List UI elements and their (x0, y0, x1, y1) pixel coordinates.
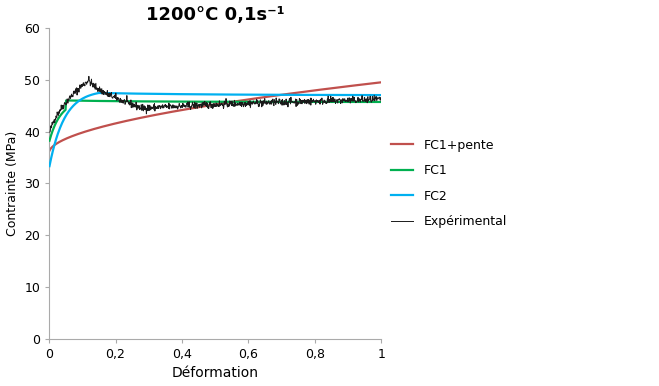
Expérimental (85, 74, 93, 79)
FC1 (105, 99, 113, 103)
Expérimental (82, 80, 90, 85)
FC2 (45, 164, 53, 168)
Line: FC1: FC1 (49, 100, 382, 141)
FC1 (196, 99, 204, 104)
FC1 (268, 100, 275, 104)
FC2 (296, 93, 304, 97)
FC2 (242, 92, 250, 97)
FC2 (196, 92, 204, 96)
FC1+pente (45, 148, 53, 153)
FC1+pente (104, 123, 112, 127)
FC1 (131, 99, 139, 104)
FC1+pente (267, 94, 275, 98)
FC1 (296, 100, 304, 104)
Expérimental (332, 99, 340, 103)
FC1 (242, 100, 250, 104)
FC1+pente (378, 80, 386, 85)
FC2 (268, 93, 275, 97)
FC1 (378, 100, 386, 104)
FC2 (105, 91, 113, 95)
Expérimental (46, 130, 54, 134)
Expérimental (132, 103, 140, 107)
Title: 1200°C 0,1s⁻¹: 1200°C 0,1s⁻¹ (146, 5, 285, 24)
FC2 (131, 91, 139, 96)
Line: FC1+pente: FC1+pente (49, 82, 382, 151)
FC2 (378, 93, 386, 97)
Legend: FC1+pente, FC1, FC2, Expérimental: FC1+pente, FC1, FC2, Expérimental (391, 139, 507, 228)
Expérimental (282, 96, 290, 101)
FC1 (62, 98, 70, 103)
Line: FC2: FC2 (49, 93, 382, 166)
Line: Expérimental: Expérimental (50, 76, 382, 132)
FC1+pente (295, 90, 303, 95)
FC1+pente (130, 117, 138, 121)
FC1+pente (241, 98, 249, 102)
FC2 (96, 91, 103, 95)
Expérimental (296, 98, 304, 102)
Y-axis label: Contrainte (MPa): Contrainte (MPa) (5, 131, 18, 236)
FC1 (45, 138, 53, 143)
FC1+pente (196, 105, 204, 109)
X-axis label: Déformation: Déformation (172, 366, 259, 381)
Expérimental (188, 103, 196, 108)
Expérimental (378, 99, 386, 103)
